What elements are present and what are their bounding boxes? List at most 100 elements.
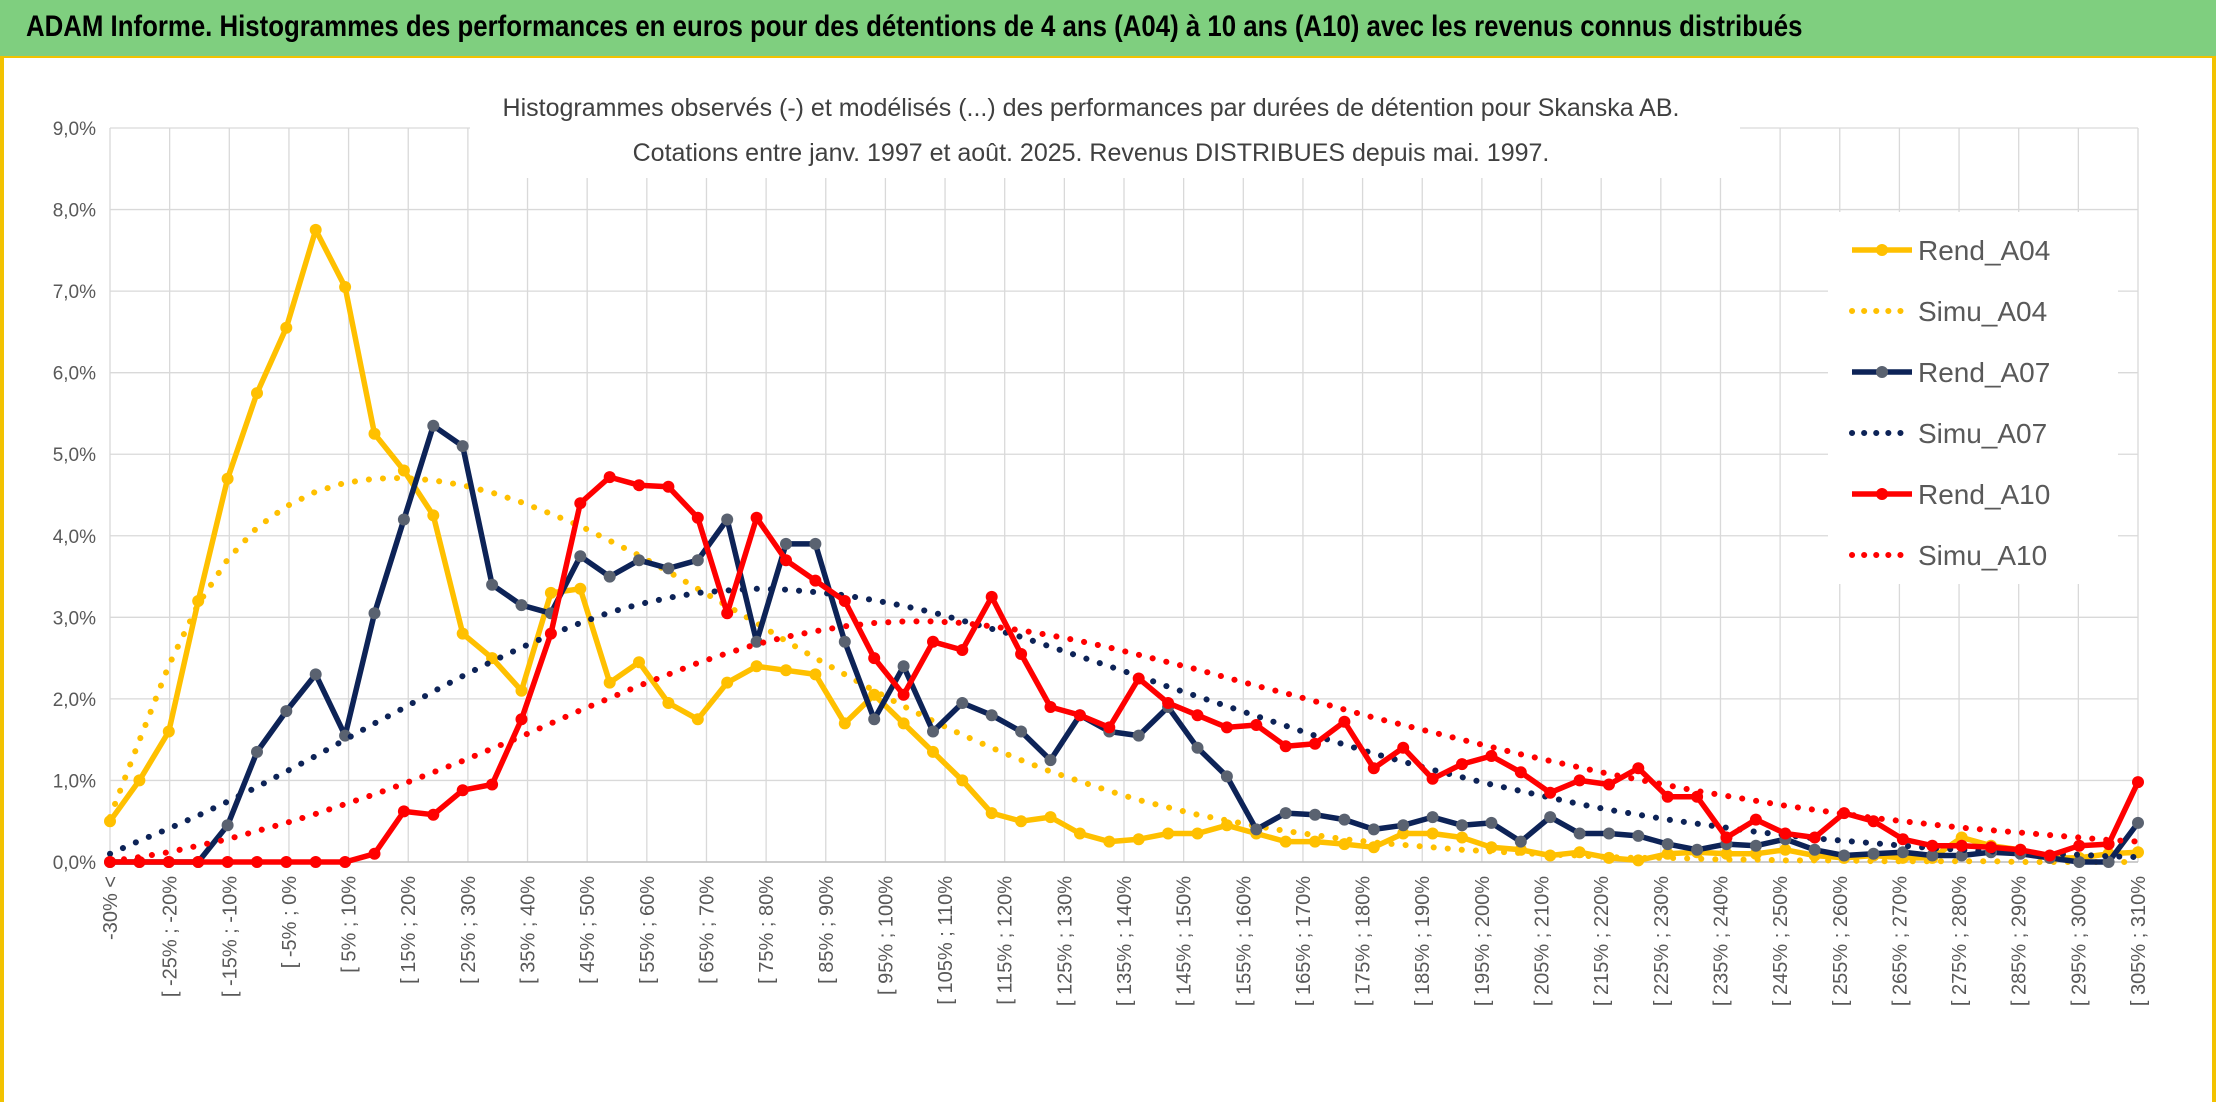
point-rend-a07: [1514, 835, 1527, 848]
x-tick-label: [ 275% ; 280%: [1949, 876, 1971, 1006]
x-tick-label: [ 195% ; 200%: [1472, 876, 1494, 1006]
point-rend-a10: [809, 574, 822, 587]
point-rend-a07: [868, 713, 881, 726]
point-rend-a10: [2073, 839, 2086, 852]
point-rend-a04: [603, 676, 616, 689]
x-tick-label: [ 245% ; 250%: [1770, 876, 1792, 1006]
point-rend-a07: [1367, 823, 1380, 836]
x-tick-label: [ 255% ; 260%: [1830, 876, 1852, 1006]
point-rend-a04: [456, 627, 469, 640]
x-tick-label: [ 295% ; 300%: [2068, 876, 2090, 1006]
point-rend-a07: [1661, 838, 1674, 851]
point-rend-a10: [2014, 843, 2027, 856]
point-rend-a10: [1955, 839, 1968, 852]
point-rend-a04: [1955, 831, 1968, 844]
point-rend-a04: [133, 774, 146, 787]
point-rend-a10: [1015, 648, 1028, 660]
title-backdrop: [470, 82, 1740, 178]
point-rend-a10: [1250, 719, 1263, 731]
point-rend-a04: [1779, 843, 1792, 856]
point-rend-a10: [1808, 831, 1821, 844]
report-title: ADAM Informe. Histogrammes des performan…: [26, 10, 1803, 43]
point-rend-a10: [1103, 721, 1116, 734]
y-tick-label: 5,0%: [53, 445, 96, 466]
legend-label-rend-a07: Rend_A07: [1918, 357, 2050, 388]
x-tick-label: -30% <: [100, 876, 122, 940]
point-rend-a10: [251, 856, 263, 868]
chart-legend: Rend_A04 Simu_A04 Rend_A07 Simu_A07 Rend_A10…: [1828, 212, 2118, 584]
point-rend-a04: [104, 815, 116, 828]
point-rend-a10: [2132, 776, 2144, 789]
point-rend-a10: [1309, 737, 1321, 750]
point-rend-a10: [1338, 715, 1351, 728]
point-rend-a07: [456, 440, 469, 453]
point-rend-a10: [780, 554, 792, 567]
x-tick-label: [ 15% ; 20%: [398, 876, 420, 984]
x-tick-label: [ 305% ; 310%: [2128, 876, 2150, 1006]
point-rend-a07: [339, 729, 352, 742]
chart-subtitle: Cotations entre janv. 1997 et août. 2025…: [633, 139, 1550, 167]
point-rend-a10: [1514, 766, 1527, 779]
point-rend-a04: [956, 774, 969, 787]
point-rend-a10: [1397, 741, 1410, 754]
series-rend-a10: [110, 474, 2141, 865]
point-rend-a04: [1162, 827, 1175, 840]
frame-right: [2212, 58, 2216, 1102]
x-tick-label: [ 155% ; 160%: [1233, 876, 1255, 1006]
point-rend-a10: [1544, 786, 1557, 799]
point-rend-a10: [368, 847, 381, 860]
x-tick-label: [ 95% ; 100%: [875, 876, 897, 995]
y-tick-label: 3,0%: [53, 608, 96, 629]
point-rend-a07: [397, 513, 410, 526]
point-rend-a04: [1015, 815, 1028, 828]
legend-box: [1828, 212, 2118, 584]
point-rend-a04: [985, 807, 998, 820]
point-rend-a10: [691, 511, 704, 524]
x-tick-label: [ 225% ; 230%: [1651, 876, 1673, 1006]
point-rend-a10: [1603, 778, 1615, 791]
frame-left: [0, 58, 4, 1102]
point-rend-a04: [251, 387, 263, 400]
x-tick-label: [ 45% ; 50%: [577, 876, 599, 984]
point-rend-a04: [1426, 827, 1439, 840]
point-rend-a10: [1661, 790, 1674, 803]
point-rend-a10: [1426, 772, 1439, 785]
point-rend-a07: [1220, 770, 1233, 783]
legend-label-rend-a10: Rend_A10: [1918, 479, 2050, 510]
point-rend-a04: [927, 745, 939, 758]
point-rend-a07: [427, 419, 440, 432]
point-rend-a07: [1808, 843, 1821, 856]
point-rend-a07: [251, 745, 263, 758]
point-rend-a07: [1397, 819, 1410, 832]
point-rend-a07: [1191, 741, 1204, 754]
point-rend-a10: [1779, 827, 1792, 840]
point-rend-a04: [1044, 811, 1057, 824]
point-rend-a04: [1132, 833, 1145, 846]
x-axis: -30% < [ -25% ; -20% [ -15% ; -10% [ -5% ; …: [100, 876, 2150, 1006]
point-rend-a04: [1103, 835, 1116, 848]
point-rend-a04: [162, 725, 175, 738]
point-rend-a04: [633, 656, 645, 669]
point-rend-a10: [339, 856, 352, 868]
point-rend-a07: [486, 578, 499, 591]
point-rend-a04: [691, 713, 704, 726]
point-rend-a10: [192, 856, 205, 868]
x-tick-label: [ 5% ; 10%: [339, 876, 361, 973]
point-rend-a07: [1015, 725, 1028, 738]
point-rend-a07: [691, 554, 704, 567]
point-rend-a07: [1691, 843, 1704, 856]
point-rend-a04: [721, 676, 734, 689]
x-tick-label: [ 205% ; 210%: [1532, 876, 1554, 1006]
point-rend-a07: [838, 635, 851, 648]
point-rend-a04: [1397, 827, 1410, 840]
point-rend-a04: [397, 464, 410, 477]
point-rend-a07: [633, 554, 645, 567]
point-rend-a04: [280, 321, 293, 334]
point-rend-a10: [1485, 750, 1498, 762]
point-rend-a04: [1279, 835, 1292, 848]
point-rend-a10: [1749, 813, 1762, 826]
point-rend-a07: [897, 660, 910, 673]
y-tick-label: 1,0%: [53, 771, 96, 792]
point-rend-a07: [1838, 849, 1851, 862]
point-rend-a04: [868, 688, 881, 701]
